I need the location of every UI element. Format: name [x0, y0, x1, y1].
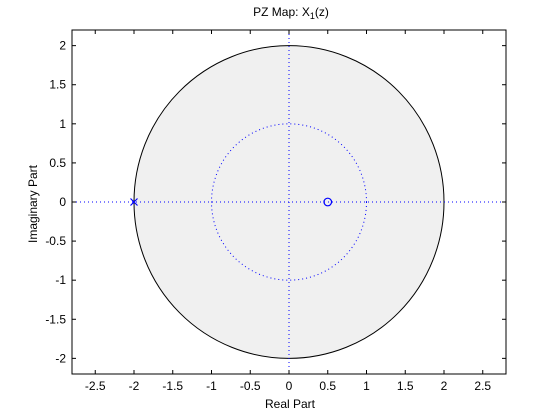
- y-tick-label-6: -1: [55, 273, 66, 287]
- y-axis-label: Imaginary Part: [26, 164, 40, 243]
- x-tick-label-9: 2: [441, 379, 448, 393]
- y-tick-label-8: -2: [55, 351, 66, 365]
- zero-marker-0: [323, 197, 333, 207]
- pole-marker-0: [130, 198, 138, 206]
- x-tick-label-7: 1: [363, 379, 370, 393]
- unit-circle: [211, 123, 367, 281]
- y-tick-label-4: 0: [59, 195, 66, 209]
- x-tick-label-5: 0: [286, 379, 293, 393]
- x-axis-label: Real Part: [265, 397, 316, 411]
- chart-title: PZ Map: X1(z): [253, 5, 329, 21]
- x-tick-label-4: -0.5: [240, 379, 261, 393]
- chart-title-main: PZ Map: X: [253, 5, 310, 19]
- chart-title-tail: (z): [315, 5, 329, 19]
- x-tick-label-1: -2: [129, 379, 140, 393]
- y-tick-label-2: 1: [59, 117, 66, 131]
- x-tick-label-2: -1.5: [162, 379, 183, 393]
- x-tick-label-10: 2.5: [474, 379, 491, 393]
- y-tick-label-5: -0.5: [45, 234, 66, 248]
- x-tick-label-0: -2.5: [85, 379, 106, 393]
- y-tick-label-3: 0.5: [49, 156, 66, 170]
- y-tick-label-7: -1.5: [45, 312, 66, 326]
- x-tick-label-6: 0.5: [319, 379, 336, 393]
- plot-area: -2.5 -2 -1.5 -1 -0.5 0 0.5 1 1.5 2 2.5 2 1.5 1 0.5 0 -0.…: [45, 29, 507, 393]
- chart-title-subscript: 1: [310, 11, 315, 21]
- y-tick-label-1: 1.5: [49, 78, 66, 92]
- x-tick-label-8: 1.5: [397, 379, 414, 393]
- y-tick-label-0: 2: [59, 39, 66, 53]
- x-tick-label-3: -1: [206, 379, 217, 393]
